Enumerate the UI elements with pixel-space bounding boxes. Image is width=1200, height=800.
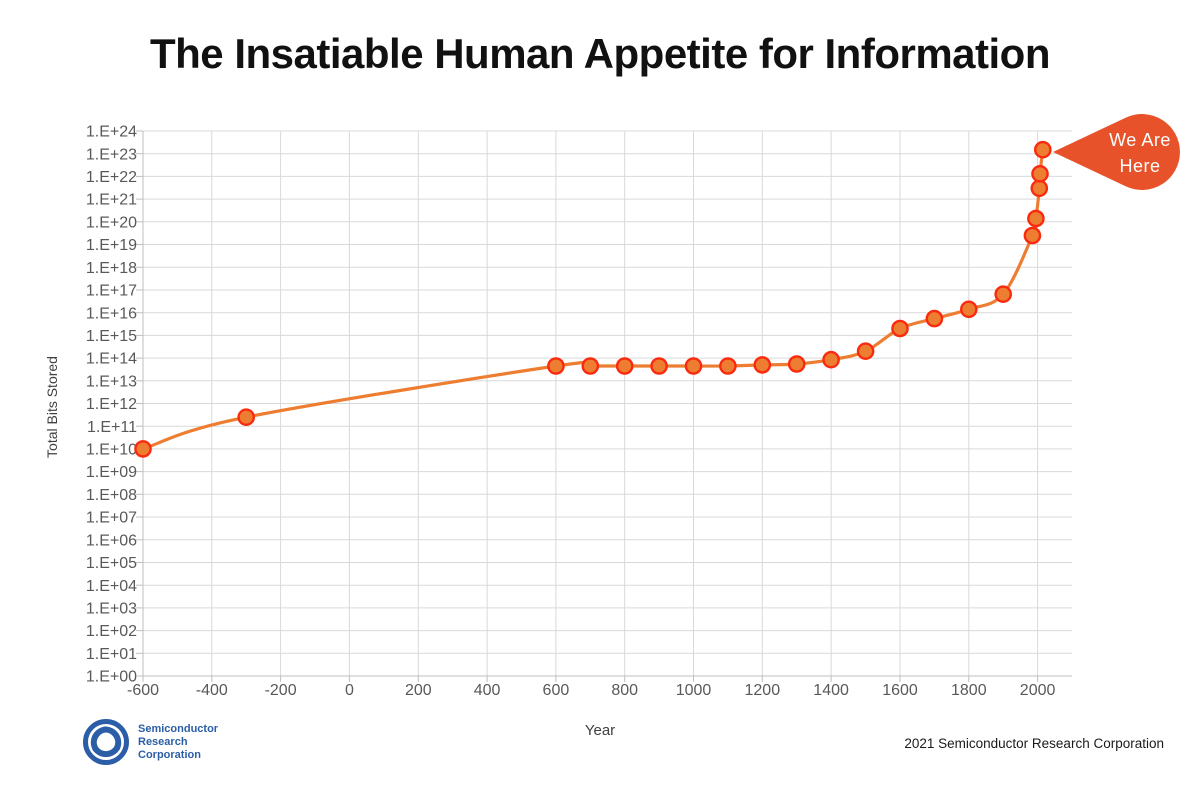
y-tick-label: 1.E+11 [87,419,137,436]
y-tick-label: 1.E+00 [86,669,137,686]
callout-balloon [1053,113,1180,190]
data-point-marker [1027,209,1045,228]
plot-area: 1.E+00 1.E+01 1.E+02 1.E+03 1.E+04 1.E+05 1.E+… [86,124,1072,699]
data-point-marker [994,285,1013,304]
y-tick-label: 1.E+18 [86,260,137,277]
x-tick-label: 400 [474,682,501,699]
y-tick-label: 1.E+15 [86,328,137,345]
y-tick-label: 1.E+07 [86,510,137,527]
y-tick-label: 1.E+14 [86,351,137,368]
callout-line2: Here [1119,156,1160,176]
logo-line: Research [138,735,188,748]
data-point-marker [547,357,565,375]
y-tick-label: 1.E+05 [86,555,137,572]
y-tick-label: 1.E+20 [86,214,137,231]
src-logo: Semiconductor Research Corporation [82,718,218,766]
data-point-marker [856,342,875,361]
data-point-marker [684,357,703,375]
y-tick-label: 1.E+21 [86,192,137,209]
x-tick-label: 600 [543,682,570,699]
y-tick-label: 1.E+22 [86,169,137,186]
data-point-marker [237,408,255,427]
x-tick-label: 200 [405,682,432,699]
credit-text: 2021 Semiconductor Research Corporation [904,736,1164,751]
data-point-marker [1023,226,1042,245]
x-tick-label: -600 [127,682,159,699]
data-point-marker [925,309,944,328]
y-tick-label: 1.E+08 [86,487,137,504]
x-tick-label: 2000 [1020,682,1056,699]
data-point-marker [787,355,806,373]
y-tick-label: 1.E+01 [86,646,137,663]
y-tick-label: 1.E+17 [86,283,137,300]
y-tick-label: 1.E+23 [86,146,137,163]
we-are-here-callout: We Are Here [1053,113,1180,190]
data-point-marker [615,357,634,375]
x-tick-label: -200 [265,682,297,699]
data-point-marker [1030,179,1049,198]
x-tick-label: 1600 [882,682,918,699]
y-tick-label: 1.E+10 [86,442,137,459]
callout-line1: We Are [1109,130,1171,150]
data-point-marker [891,319,909,338]
logo-line: Corporation [138,748,201,761]
x-tick-label: 0 [345,682,354,699]
x-tick-label: 1400 [813,682,849,699]
data-point-marker [1034,140,1052,159]
y-tick-label: 1.E+13 [86,373,137,390]
y-tick-label: 1.E+04 [86,578,137,595]
y-tick-label: 1.E+24 [86,124,137,141]
x-axis-title: Year [585,722,615,739]
y-tick-label: 1.E+03 [86,601,137,618]
x-tick-label: 1800 [951,682,987,699]
series-line [142,149,1045,451]
src-logo-icon [83,719,129,765]
src-logo-text: Semiconductor Research Corporation [138,723,218,762]
data-point-marker [960,300,978,319]
logo-line: Semiconductor [138,722,219,735]
y-tick-label: 1.E+02 [86,623,137,640]
y-tick-label: 1.E+16 [86,305,137,322]
y-tick-label: 1.E+06 [86,532,137,549]
data-point-marker [134,440,152,458]
data-point-marker [719,357,737,375]
data-point-marker [822,350,840,369]
y-axis-title: Total Bits Stored [44,356,60,458]
y-tick-label: 1.E+12 [86,396,137,413]
x-tick-label: 1200 [745,682,781,699]
data-point-marker [650,357,668,375]
x-tick-label: 1000 [676,682,712,699]
data-point-marker [581,357,600,375]
y-tick-label: 1.E+09 [86,464,137,481]
y-tick-label: 1.E+19 [86,237,137,254]
x-tick-label: 800 [611,682,638,699]
chart-title: The Insatiable Human Appetite for Inform… [149,30,1051,77]
x-tick-label: -400 [196,682,228,699]
data-point-marker [753,356,772,374]
data-point-marker [1031,164,1049,183]
